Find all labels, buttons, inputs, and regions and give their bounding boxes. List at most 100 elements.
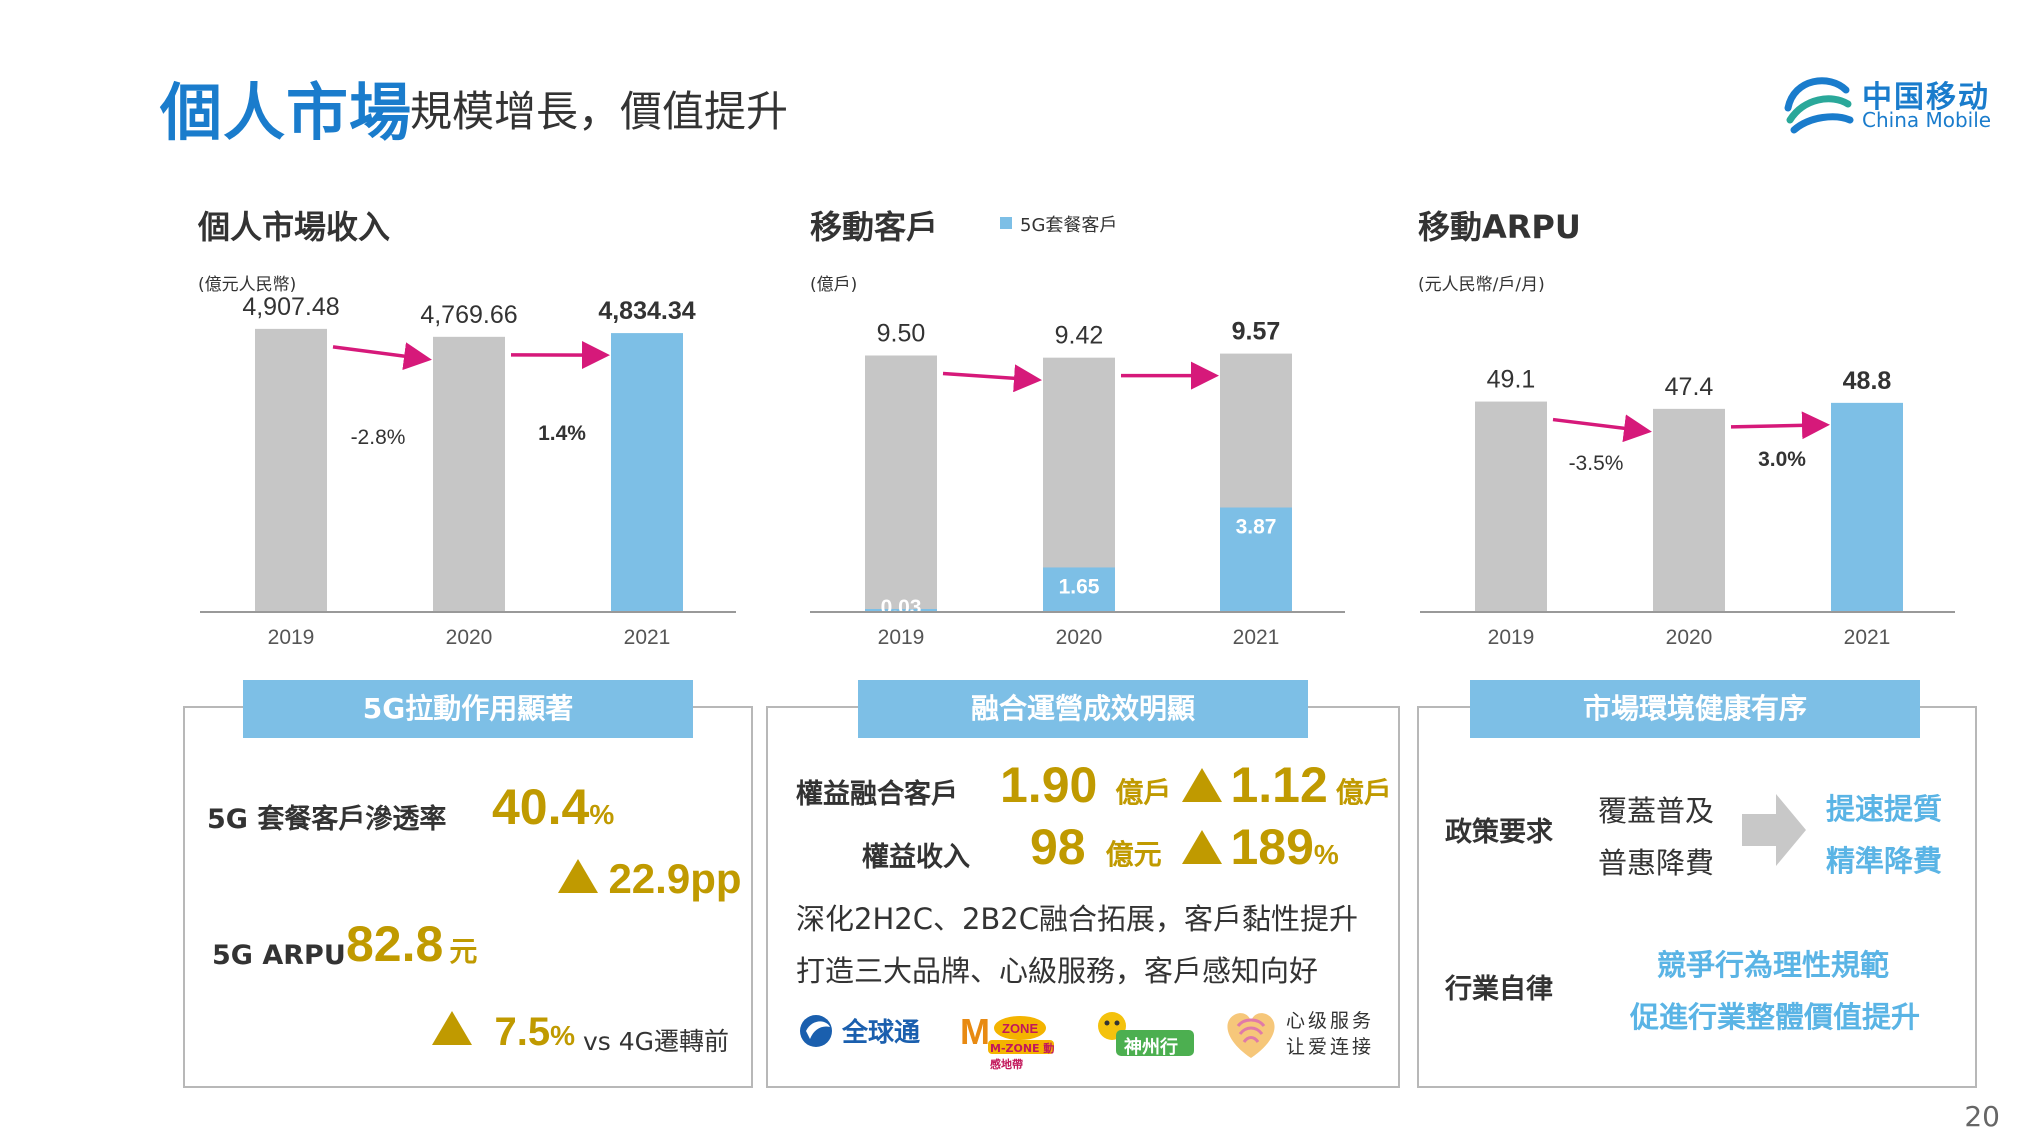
- row1-unit: 億戶: [1115, 777, 1172, 808]
- chart2-5g-label-2020: 1.65: [1059, 575, 1100, 598]
- chart3-value-label-2021: 48.8: [1843, 367, 1892, 395]
- arpu-5g-value: 82.8: [346, 916, 444, 972]
- row1-change-group: 1.12 億戶: [1182, 756, 1392, 814]
- brand-global-text: 全球通: [842, 1018, 921, 1048]
- chart2-bar-2019: [865, 355, 937, 612]
- policy-right2: 精準降費: [1826, 844, 1943, 878]
- chart2-trend-arrow-1: [942, 364, 1042, 393]
- chart1-value-label-2021: 4,834.34: [598, 297, 695, 325]
- panel2-title: 融合運營成效明顯: [858, 680, 1308, 738]
- chart2-title: 移動客戶: [810, 208, 939, 246]
- up-triangle-icon: [1182, 830, 1222, 864]
- chart2-5g-label-2019: 0.03: [881, 596, 922, 619]
- chart1-unit: (億元人民幣): [198, 275, 297, 295]
- page-title: 個人市場: [160, 76, 413, 149]
- chart1-title: 個人市場收入: [198, 208, 391, 246]
- brand-global-logo: 全球通: [796, 1012, 920, 1049]
- chart2-5g-bar-2020: [1043, 567, 1115, 612]
- row1-value-group: 1.90 億戶: [1000, 756, 1171, 814]
- chart1-change-label-1: -2.8%: [351, 426, 406, 449]
- chart1-tick-2019: 2019: [268, 626, 315, 649]
- arpu-compare: vs 4G遷轉前: [583, 1027, 730, 1056]
- policy-left1: 覆蓋普及: [1598, 794, 1715, 828]
- penetration-value-group: 40.4%: [492, 778, 614, 836]
- chart2-value-label-2019: 9.50: [877, 320, 926, 348]
- logo-text-en: China Mobile: [1862, 108, 1992, 132]
- chart2-5g-label-2021: 3.87: [1236, 516, 1277, 539]
- chart2-legend-label: 5G套餐客戶: [1020, 215, 1118, 236]
- penetration-change-group: 22.9pp: [558, 855, 742, 903]
- chart3-tick-2020: 2020: [1666, 626, 1713, 649]
- up-triangle-icon: [1182, 768, 1222, 802]
- chart3-value-label-2020: 47.4: [1665, 373, 1714, 401]
- chart3-bar-2021: [1831, 402, 1903, 612]
- chart1-tick-2021: 2021: [624, 626, 671, 649]
- arpu-change-unit: %: [550, 1020, 575, 1051]
- arrow-right-icon: [1742, 794, 1806, 866]
- shenzhouxing-logo-icon: [1098, 1012, 1194, 1056]
- industry-line1: 競爭行為理性規範: [1657, 948, 1890, 982]
- industry-label: 行業自律: [1445, 974, 1553, 1005]
- panel1-title: 5G拉動作用顯著: [243, 680, 693, 738]
- logo-text-cn: 中国移动: [1862, 80, 1990, 115]
- chart1-bar-2021: [611, 333, 683, 612]
- globe-icon: [800, 1014, 832, 1047]
- policy-left2: 普惠降費: [1598, 846, 1715, 880]
- chart3-change-label-1: -3.5%: [1569, 452, 1624, 475]
- brand-shenzhouxing-logo: 神州行: [1090, 1008, 1200, 1060]
- svg-text:ZONE: ZONE: [1002, 1021, 1038, 1036]
- arpu-5g-label: 5G ARPU: [212, 940, 346, 971]
- penetration-label: 5G 套餐客戶滲透率: [207, 804, 447, 835]
- chart3-tick-2021: 2021: [1844, 626, 1891, 649]
- chart3-bar-2020: [1653, 408, 1725, 612]
- row1-change: 1.12: [1230, 757, 1328, 813]
- row1-change-unit: 億戶: [1335, 777, 1392, 808]
- row1-label: 權益融合客戶: [796, 779, 958, 810]
- policy-right1: 提速提質: [1826, 792, 1943, 826]
- chart2-unit: (億戶): [810, 275, 858, 295]
- logo-swirl-icon: [1784, 77, 1854, 134]
- page-number: 20: [1964, 1100, 2000, 1133]
- chart1-trend-arrow-1: [332, 342, 432, 371]
- chart2-5g-bar-2019: [865, 609, 937, 612]
- chart3-tick-2019: 2019: [1488, 626, 1535, 649]
- mzone-logo-icon: M ZONE: [960, 1011, 1054, 1054]
- chart3-trend-arrow-1: [1552, 414, 1652, 443]
- convergence-line1: 深化2H2C、2B2C融合拓展，客戶黏性提升: [796, 902, 1359, 936]
- panel-convergence: [766, 706, 1400, 1088]
- industry-line2: 促進行業整體價值提升: [1630, 1000, 1921, 1034]
- panel3-title: 市場環境健康有序: [1470, 680, 1920, 738]
- chart2-tick-2020: 2020: [1056, 626, 1103, 649]
- row2-unit: 億元: [1105, 839, 1162, 870]
- penetration-value: 40.4: [492, 779, 590, 835]
- arpu-change: 7.5: [494, 1010, 551, 1054]
- arpu-5g-unit: 元: [449, 936, 478, 967]
- convergence-line2: 打造三大品牌、心級服務，客戶感知向好: [796, 954, 1319, 988]
- row2-value: 98: [1030, 819, 1086, 875]
- chart1-tick-2020: 2020: [446, 626, 493, 649]
- chart1-bar-2019: [255, 328, 327, 612]
- row2-label: 權益收入: [862, 842, 970, 873]
- arpu-5g-value-group: 82.8 元: [346, 915, 477, 973]
- row1-value: 1.90: [1000, 757, 1098, 813]
- brand-heart-service-logo: 心级服务 让爱连接: [1220, 1006, 1376, 1062]
- svg-text:M: M: [960, 1011, 990, 1052]
- chart1-bar-2020: [433, 336, 505, 612]
- chart3-change-label-2: 3.0%: [1758, 448, 1806, 471]
- brand-heart-service-text: 心级服务 让爱连接: [1286, 1010, 1375, 1058]
- fingerprint-heart-icon: [1227, 1013, 1275, 1058]
- chart2-legend-swatch: [1000, 217, 1012, 229]
- chart2-value-label-2020: 9.42: [1055, 322, 1104, 350]
- chart1-value-label-2019: 4,907.48: [242, 293, 339, 321]
- row2-change-unit: %: [1313, 839, 1339, 870]
- chart1-change-label-2: 1.4%: [538, 422, 586, 445]
- chart3-bar-2019: [1475, 401, 1547, 612]
- chart2-tick-2019: 2019: [878, 626, 925, 649]
- penetration-change: 22.9pp: [608, 855, 742, 902]
- brand-mzone-logo: M ZONE M-ZONE 動感地帶: [958, 1010, 1058, 1071]
- policy-label: 政策要求: [1445, 817, 1553, 848]
- row2-change-group: 189%: [1182, 818, 1339, 876]
- brand-shenzhouxing-text: 神州行: [1124, 1037, 1178, 1058]
- china-mobile-logo: 中国移动 China Mobile: [1780, 68, 2010, 138]
- penetration-unit: %: [589, 799, 615, 830]
